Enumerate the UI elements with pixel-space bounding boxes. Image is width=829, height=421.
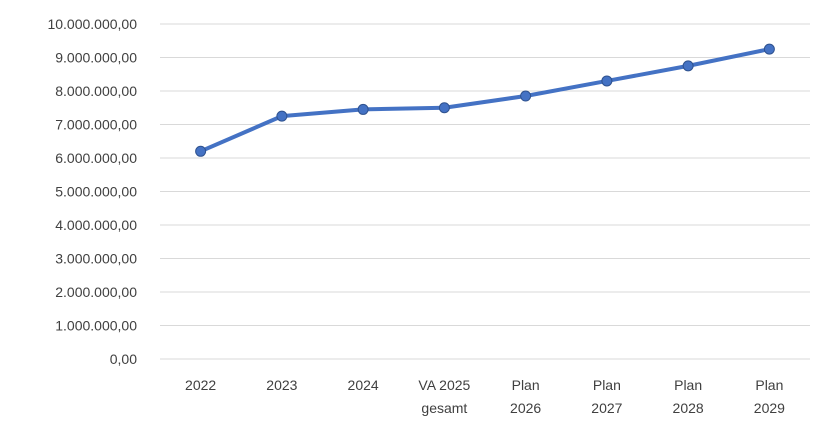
data-point [277,111,287,121]
data-point [683,61,693,71]
data-point [196,146,206,156]
data-point [358,104,368,114]
y-tick-label: 0,00 [110,351,137,367]
y-tick-label: 7.000.000,00 [55,117,137,133]
y-axis-tick-labels: 0,00 1.000.000,00 2.000.000,00 3.000.000,00… [47,16,137,367]
data-point [602,76,612,86]
x-tick-label: Plan 2028 [673,377,704,416]
x-tick-label: 2023 [266,377,297,393]
y-tick-label: 8.000.000,00 [55,83,137,99]
x-tick-label: 2024 [348,377,379,393]
x-tick-label: Plan 2029 [754,377,785,416]
series-layer [196,44,775,156]
x-tick-label: Plan 2026 [510,377,541,416]
y-tick-label: 9.000.000,00 [55,50,137,66]
y-tick-label: 6.000.000,00 [55,150,137,166]
y-tick-label: 1.000.000,00 [55,318,137,334]
data-point [764,44,774,54]
data-point [521,91,531,101]
y-tick-label: 5.000.000,00 [55,184,137,200]
y-tick-label: 10.000.000,00 [47,16,137,32]
x-axis-tick-labels: 2022 2023 2024 VA 2025 gesamt Plan 2026 Plan 202… [185,377,785,416]
gridlines [160,24,810,359]
data-point [439,103,449,113]
y-tick-label: 3.000.000,00 [55,251,137,267]
y-tick-label: 4.000.000,00 [55,217,137,233]
x-tick-label: VA 2025 gesamt [418,377,470,416]
y-tick-label: 2.000.000,00 [55,284,137,300]
x-tick-label: Plan 2027 [591,377,622,416]
x-tick-label: 2022 [185,377,216,393]
